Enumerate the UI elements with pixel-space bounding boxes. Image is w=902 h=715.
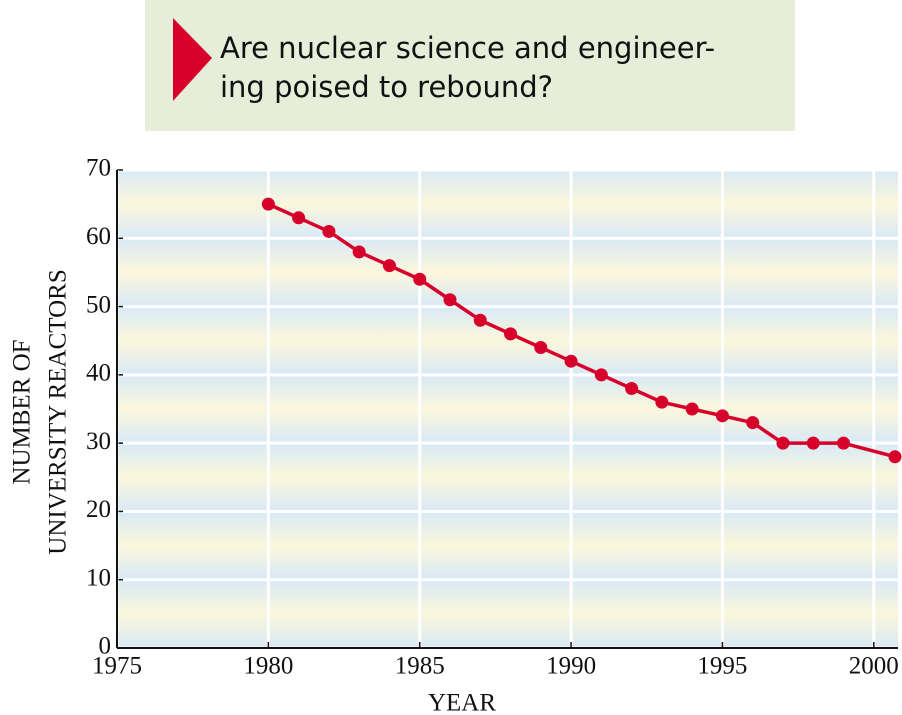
plot-band: [117, 579, 898, 648]
y-tick-label: 40: [86, 360, 111, 387]
x-axis-label: YEAR: [428, 690, 496, 715]
plot-band: [117, 374, 898, 444]
x-tick-label: 1980: [243, 653, 293, 680]
data-point: [443, 293, 457, 307]
data-point: [746, 416, 760, 430]
data-point: [625, 382, 639, 396]
x-tick-label: 1995: [697, 653, 747, 680]
y-tick-label: 10: [86, 564, 111, 591]
x-tick-label: 2000: [849, 653, 899, 680]
y-tick-label: 60: [86, 223, 111, 250]
y-axis-label: NUMBER OF: [9, 339, 36, 484]
data-point: [685, 402, 699, 416]
plot-band: [117, 170, 898, 239]
data-point: [715, 409, 729, 423]
data-point: [292, 211, 306, 225]
x-tick-label: 1990: [546, 653, 596, 680]
plot-band: [117, 306, 898, 375]
chart-title: ing poised to rebound?: [220, 70, 553, 104]
plot-band: [117, 238, 898, 307]
title-box: [145, 0, 795, 131]
title-marker: [173, 18, 212, 101]
data-point: [352, 245, 366, 259]
data-point: [564, 354, 578, 368]
y-tick-label: 0: [99, 633, 112, 660]
data-point: [776, 436, 790, 450]
data-point: [504, 327, 518, 341]
plot-band: [117, 511, 898, 580]
data-point: [382, 259, 396, 273]
data-point: [837, 436, 851, 450]
data-point: [806, 436, 820, 450]
data-point: [534, 341, 548, 355]
x-tick-label: 1985: [395, 653, 445, 680]
y-axis-label: UNIVERSITY REACTORS: [45, 269, 72, 554]
data-point: [322, 224, 336, 238]
data-point: [594, 368, 608, 382]
y-tick-label: 20: [86, 496, 111, 523]
plot-band: [117, 443, 898, 512]
y-tick-label: 50: [86, 291, 111, 318]
data-point: [413, 272, 427, 286]
chart-title: Are nuclear science and engineer-: [220, 31, 715, 65]
y-tick-label: 30: [86, 428, 111, 455]
y-tick-label: 70: [86, 155, 111, 182]
x-tick-label: 1975: [92, 653, 142, 680]
data-point: [655, 395, 669, 409]
data-point: [888, 450, 902, 464]
data-point: [261, 197, 275, 211]
data-point: [473, 313, 487, 327]
